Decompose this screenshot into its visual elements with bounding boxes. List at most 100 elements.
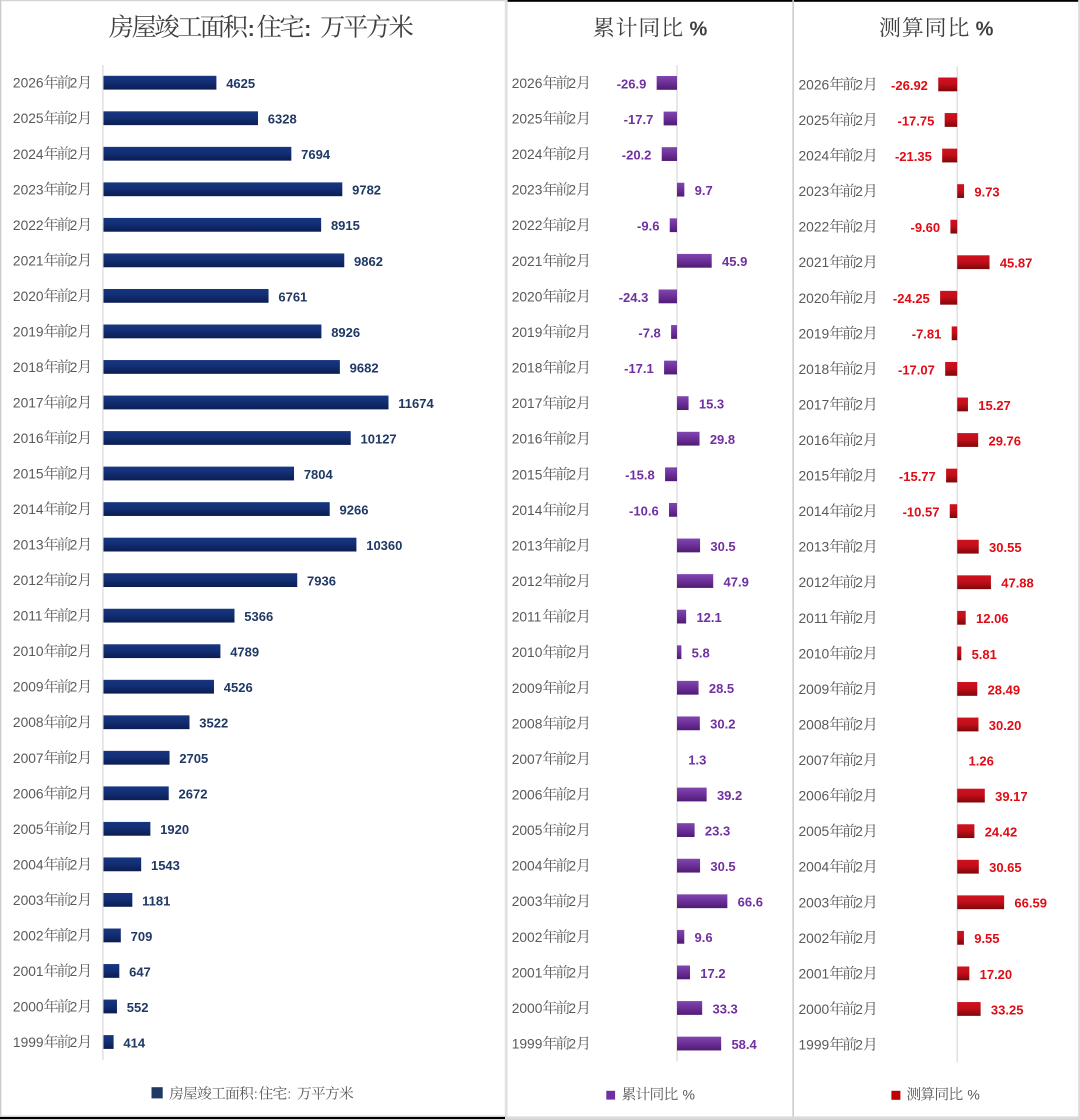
svg-text:2005: 2005 <box>799 824 830 839</box>
svg-text:2: 2 <box>70 715 78 730</box>
svg-text:2: 2 <box>568 610 576 625</box>
svg-text:2001: 2001 <box>13 964 44 979</box>
svg-text:2: 2 <box>70 573 78 588</box>
svg-text:2: 2 <box>568 538 576 553</box>
svg-text:2: 2 <box>568 183 576 198</box>
svg-text:2: 2 <box>568 752 576 767</box>
svg-text:2002: 2002 <box>13 928 44 943</box>
svg-text:2: 2 <box>70 502 78 517</box>
svg-text:28.49: 28.49 <box>988 682 1021 697</box>
svg-text:2: 2 <box>568 503 576 518</box>
svg-text:8915: 8915 <box>331 218 360 233</box>
svg-text:%: % <box>976 18 994 40</box>
svg-text:30.2: 30.2 <box>710 717 735 732</box>
svg-text:2020: 2020 <box>512 289 543 304</box>
svg-text:2: 2 <box>70 467 78 482</box>
svg-text:4789: 4789 <box>230 645 259 660</box>
svg-text:2006: 2006 <box>799 789 830 804</box>
svg-text:2016: 2016 <box>512 432 543 447</box>
svg-text:2: 2 <box>855 149 863 164</box>
svg-text:1999: 1999 <box>512 1037 543 1052</box>
svg-text:2: 2 <box>70 857 78 872</box>
svg-text:2: 2 <box>568 1001 576 1016</box>
svg-text:2004: 2004 <box>512 859 543 874</box>
svg-text:2: 2 <box>568 147 576 162</box>
svg-text:2007: 2007 <box>13 751 44 766</box>
svg-text:2011: 2011 <box>512 610 542 625</box>
svg-text:-17.7: -17.7 <box>624 112 654 127</box>
svg-text:2: 2 <box>855 255 863 270</box>
svg-text:2010: 2010 <box>799 646 830 661</box>
svg-text:2: 2 <box>855 397 863 412</box>
svg-text::: : <box>304 18 311 41</box>
svg-text::: : <box>288 1087 292 1102</box>
svg-text:2009: 2009 <box>512 681 543 696</box>
svg-text:2: 2 <box>568 289 576 304</box>
svg-text:2011: 2011 <box>13 609 43 624</box>
svg-text:2: 2 <box>855 575 863 590</box>
svg-text:2: 2 <box>855 789 863 804</box>
svg-text:2: 2 <box>855 611 863 626</box>
svg-text:15.27: 15.27 <box>978 398 1011 413</box>
svg-text:-24.25: -24.25 <box>893 291 930 306</box>
svg-text:2004: 2004 <box>13 857 44 872</box>
svg-text:2: 2 <box>70 644 78 659</box>
svg-text:2: 2 <box>855 1002 863 1017</box>
svg-text:6761: 6761 <box>278 289 307 304</box>
svg-text:2: 2 <box>855 966 863 981</box>
svg-text:2015: 2015 <box>13 467 44 482</box>
svg-text:2000: 2000 <box>512 1001 543 1016</box>
svg-text:2021: 2021 <box>13 253 44 268</box>
svg-text:1920: 1920 <box>160 822 189 837</box>
svg-text:2: 2 <box>70 218 78 233</box>
svg-text:2: 2 <box>568 965 576 980</box>
svg-text:2018: 2018 <box>13 360 44 375</box>
svg-text:2: 2 <box>568 1037 576 1052</box>
svg-text:2003: 2003 <box>799 895 830 910</box>
svg-text:2: 2 <box>855 646 863 661</box>
svg-text:2001: 2001 <box>799 966 830 981</box>
svg-text:2014: 2014 <box>13 502 44 517</box>
svg-text:9266: 9266 <box>340 502 369 517</box>
svg-text:3522: 3522 <box>199 716 228 731</box>
svg-text:2: 2 <box>568 76 576 91</box>
svg-text:47.9: 47.9 <box>724 574 749 589</box>
svg-text:1999: 1999 <box>799 1038 830 1053</box>
svg-text:-15.8: -15.8 <box>625 468 655 483</box>
svg-text:2005: 2005 <box>13 822 44 837</box>
svg-text:2: 2 <box>70 964 78 979</box>
svg-text:2: 2 <box>855 469 863 484</box>
svg-text:30.5: 30.5 <box>710 539 735 554</box>
svg-text:2001: 2001 <box>512 965 543 980</box>
svg-text:2: 2 <box>70 431 78 446</box>
svg-text:2: 2 <box>855 895 863 910</box>
svg-text:45.9: 45.9 <box>722 254 747 269</box>
svg-text:7936: 7936 <box>307 574 336 589</box>
svg-text:2: 2 <box>70 822 78 837</box>
svg-text:414: 414 <box>123 1035 145 1050</box>
svg-text:2024: 2024 <box>799 149 830 164</box>
svg-text:11674: 11674 <box>398 396 434 411</box>
svg-text:2: 2 <box>568 396 576 411</box>
svg-text:1.26: 1.26 <box>969 753 994 768</box>
svg-text:2: 2 <box>568 254 576 269</box>
svg-text:5.8: 5.8 <box>692 646 710 661</box>
svg-text:33.3: 33.3 <box>712 1001 737 1016</box>
svg-text:4625: 4625 <box>226 76 255 91</box>
svg-text:2013: 2013 <box>799 540 830 555</box>
svg-text:2: 2 <box>70 360 78 375</box>
svg-text:9.6: 9.6 <box>695 930 713 945</box>
svg-text:2016: 2016 <box>799 433 830 448</box>
svg-text:2: 2 <box>568 823 576 838</box>
svg-text:5.81: 5.81 <box>972 647 997 662</box>
svg-text:2: 2 <box>568 574 576 589</box>
svg-text:%: % <box>683 1086 695 1102</box>
svg-text:2: 2 <box>568 645 576 660</box>
svg-text:2010: 2010 <box>512 645 543 660</box>
svg-text:2: 2 <box>855 717 863 732</box>
svg-text:2: 2 <box>70 182 78 197</box>
svg-text:8926: 8926 <box>331 325 360 340</box>
svg-text:2026: 2026 <box>799 77 830 92</box>
svg-text:2023: 2023 <box>799 184 830 199</box>
svg-text:2: 2 <box>70 538 78 553</box>
